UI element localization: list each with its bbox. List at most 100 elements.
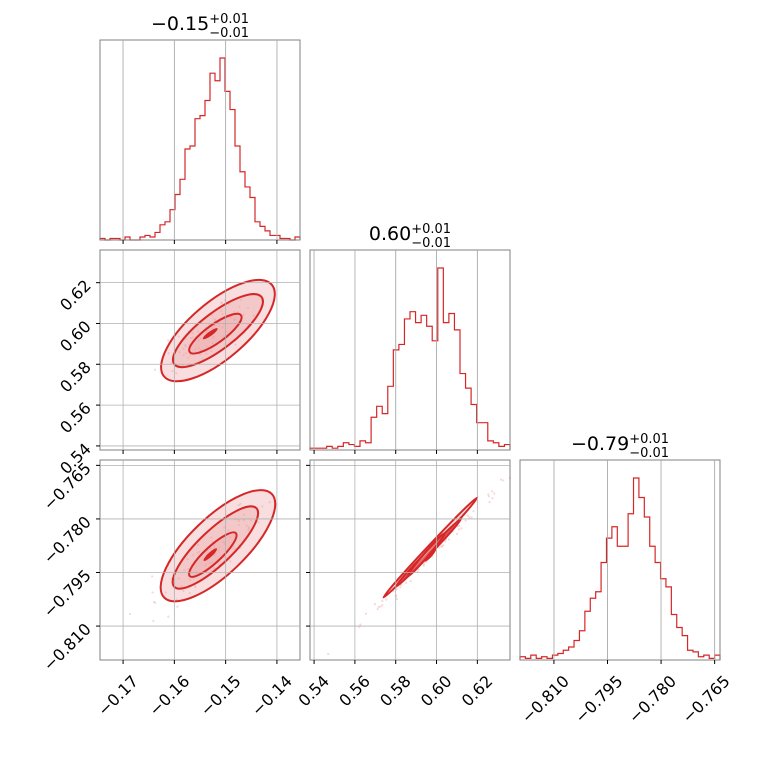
sample-point xyxy=(201,357,204,361)
panel-frame xyxy=(309,249,511,451)
sample-point xyxy=(192,553,195,557)
sample-point xyxy=(182,347,185,350)
contour-fill xyxy=(407,533,445,577)
contour-fill xyxy=(172,294,263,368)
density-core xyxy=(202,328,218,340)
sample-point xyxy=(171,369,174,373)
panel-title-p2: 0.60+0.01 −0.01 xyxy=(369,222,451,251)
sample-point xyxy=(220,310,223,313)
x-tick-label: −0.16 xyxy=(145,672,193,720)
sample-point xyxy=(231,547,234,550)
sample-point xyxy=(373,603,376,606)
x-tick-label: 0.60 xyxy=(417,672,456,711)
sample-point xyxy=(188,578,192,581)
contour-level-1 xyxy=(160,278,276,383)
title-plus: +0.01 xyxy=(209,12,249,27)
histogram-panel-p3 xyxy=(519,459,721,661)
sample-point xyxy=(405,581,408,584)
sample-point xyxy=(178,351,181,354)
sample-point xyxy=(409,580,412,583)
sample-point xyxy=(228,535,231,539)
sample-point xyxy=(183,569,186,572)
sample-point xyxy=(211,561,214,564)
sample-point xyxy=(180,584,183,588)
sample-point xyxy=(470,516,473,519)
panel-title-p3: −0.79+0.01 −0.01 xyxy=(571,432,669,461)
title-plus: +0.01 xyxy=(629,432,669,447)
sample-point xyxy=(187,356,190,359)
sample-point xyxy=(152,600,156,604)
sample-point xyxy=(381,604,384,607)
sample-point xyxy=(381,599,384,603)
sample-point xyxy=(238,305,241,308)
sample-point xyxy=(233,318,236,321)
sample-point xyxy=(359,623,362,626)
sample-point xyxy=(128,612,131,616)
x-tick-label: −0.15 xyxy=(197,672,245,720)
sample-point xyxy=(167,339,170,342)
contour-level-3 xyxy=(188,312,243,355)
sample-point xyxy=(197,347,200,350)
sample-point xyxy=(167,615,170,618)
sample-point xyxy=(205,352,208,355)
sample-point xyxy=(493,492,496,495)
sample-point xyxy=(205,330,208,333)
histogram-p1 xyxy=(99,57,301,241)
sample-point xyxy=(211,327,214,330)
sample-point xyxy=(205,345,208,348)
panel-frame xyxy=(309,459,511,661)
sample-point xyxy=(221,313,224,316)
histogram-panel-p1 xyxy=(99,39,301,241)
sample-point xyxy=(491,497,494,500)
sample-point xyxy=(196,551,199,555)
sample-point xyxy=(197,330,200,333)
sample-point xyxy=(490,490,494,493)
sample-point xyxy=(228,302,231,306)
sample-point xyxy=(200,337,203,340)
sample-point xyxy=(191,336,194,339)
sample-point xyxy=(247,529,250,532)
sample-point xyxy=(229,560,232,563)
sample-point xyxy=(257,521,260,524)
sample-point xyxy=(242,313,245,316)
sample-point xyxy=(377,605,380,609)
sample-point xyxy=(220,301,223,304)
sample-point xyxy=(212,335,215,338)
sample-point xyxy=(197,339,200,342)
sample-point xyxy=(210,313,213,317)
x-tick-label: −0.14 xyxy=(248,672,296,720)
sample-point xyxy=(499,478,503,481)
sample-point xyxy=(210,536,213,539)
sample-point xyxy=(466,514,470,517)
sample-point xyxy=(268,501,271,504)
sample-point xyxy=(242,513,245,516)
sample-point xyxy=(204,563,207,566)
histogram-p2 xyxy=(309,267,511,450)
sample-point xyxy=(213,318,216,321)
x-tick-label: 0.54 xyxy=(294,672,333,711)
sample-point xyxy=(385,598,388,601)
x-tick-label: −0.780 xyxy=(625,672,680,727)
sample-point xyxy=(437,546,441,549)
sample-point xyxy=(177,577,180,580)
sample-point xyxy=(210,350,213,353)
sample-point xyxy=(194,586,197,589)
y-tick-label: 0.56 xyxy=(56,398,95,437)
sample-point xyxy=(488,501,491,504)
sample-point xyxy=(176,605,179,608)
sample-point xyxy=(189,353,192,357)
sample-point xyxy=(236,310,240,314)
sample-point xyxy=(191,332,194,335)
panel-frame xyxy=(519,459,721,661)
sample-point xyxy=(327,652,330,656)
sample-point xyxy=(182,589,185,593)
scatter-panel-p2-p3 xyxy=(309,459,512,661)
panel-frame xyxy=(99,459,301,661)
sample-point xyxy=(233,310,236,314)
sample-point xyxy=(151,591,154,594)
contour-level-3 xyxy=(188,531,238,578)
panel-frame xyxy=(99,249,301,451)
contour-level-1 xyxy=(159,489,277,603)
sample-point xyxy=(217,549,220,552)
